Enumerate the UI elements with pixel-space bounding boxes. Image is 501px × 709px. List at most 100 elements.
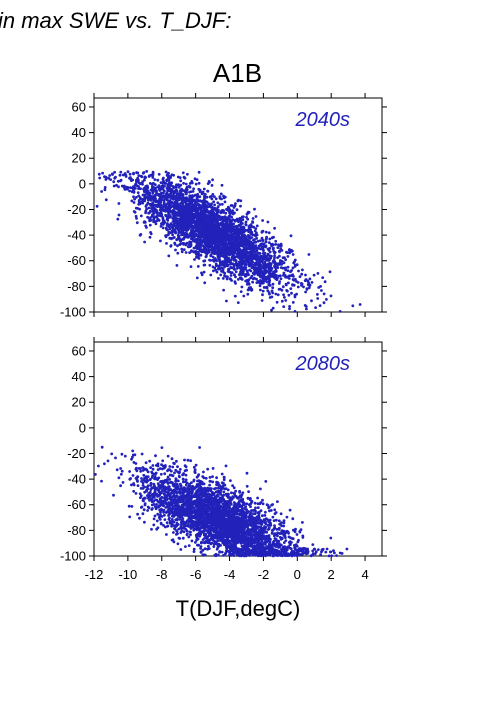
scatter-point <box>194 252 198 256</box>
scatter-point <box>328 270 332 274</box>
scatter-point <box>296 285 300 289</box>
scatter-point <box>194 182 198 186</box>
scatter-point <box>259 288 262 292</box>
scatter-point <box>307 253 311 256</box>
scatter-point <box>211 255 215 259</box>
scatter-point <box>255 259 259 263</box>
scatter-point <box>143 197 147 201</box>
scatter-point <box>188 211 191 215</box>
scatter-point <box>187 184 191 188</box>
scatter-point <box>113 170 116 174</box>
scatter-point <box>192 246 196 250</box>
scatter-point <box>226 225 230 229</box>
scatter-point <box>194 224 197 228</box>
scatter-point <box>206 467 210 471</box>
scatter-point <box>178 189 182 193</box>
scatter-point <box>166 219 170 222</box>
scatter-point <box>232 554 236 557</box>
scatter-point <box>151 507 154 510</box>
scatter-point <box>272 270 275 274</box>
scatter-point <box>232 262 236 266</box>
scatter-point <box>223 265 226 269</box>
scatter-point <box>208 258 211 262</box>
scatter-point <box>241 255 245 258</box>
scatter-point <box>149 218 153 222</box>
scatter-point <box>152 523 156 527</box>
scatter-point <box>282 293 285 297</box>
scatter-point <box>164 204 168 208</box>
scatter-point <box>288 251 291 255</box>
scatter-point <box>260 236 264 240</box>
scatter-point <box>213 243 217 247</box>
scatter-point <box>153 188 157 192</box>
scatter-point <box>216 251 220 255</box>
scatter-point <box>206 214 209 217</box>
scatter-point <box>235 267 239 270</box>
scatter-point <box>164 235 168 239</box>
scatter-point <box>177 231 181 235</box>
scatter-point <box>285 276 289 279</box>
scatter-point <box>251 260 254 264</box>
scatter-point <box>335 554 338 557</box>
scatter-point <box>211 193 215 196</box>
scatter-point <box>173 462 176 465</box>
scatter-point <box>206 189 210 193</box>
scatter-point <box>144 224 148 228</box>
y-tick-label: 60 <box>72 99 86 114</box>
scatter-point <box>240 260 244 264</box>
scatter-point <box>293 260 296 264</box>
scatter-point <box>261 229 265 233</box>
scatter-point <box>161 217 165 221</box>
scatter-point <box>123 187 127 191</box>
scatter-point <box>255 224 259 228</box>
scatter-point <box>194 207 198 211</box>
scatter-point <box>248 257 251 261</box>
scatter-point <box>291 283 295 287</box>
scatter-point <box>280 262 284 266</box>
scatter-point <box>182 222 186 225</box>
scatter-point <box>289 287 293 290</box>
y-tick-label: -40 <box>67 472 86 487</box>
scatter-point <box>161 226 165 230</box>
scatter-point <box>247 278 251 282</box>
scatter-point <box>151 170 155 174</box>
scatter-point <box>171 465 175 469</box>
scatter-point <box>223 274 226 278</box>
scatter-point <box>321 276 325 279</box>
scatter-point <box>192 232 196 236</box>
scatter-point <box>267 262 270 266</box>
scatter-point <box>279 277 283 281</box>
scatter-point <box>145 207 149 211</box>
scatter-point <box>209 221 212 225</box>
scatter-point <box>282 305 286 308</box>
scatter-point <box>259 242 263 246</box>
scatter-point <box>174 248 177 252</box>
scatter-point <box>175 211 178 215</box>
scatter-point <box>186 245 190 249</box>
scatter-point <box>177 196 181 199</box>
scatter-point <box>255 262 258 266</box>
scatter-point <box>116 217 120 221</box>
x-tick-label: -10 <box>118 567 137 582</box>
scatter-point <box>241 222 244 225</box>
scatter-point <box>182 176 186 179</box>
scatter-point <box>153 210 157 214</box>
scatter-point <box>266 275 270 278</box>
scatter-point <box>180 200 184 203</box>
scatter-point <box>155 215 159 219</box>
scatter-point <box>285 250 288 254</box>
scatter-point <box>332 549 335 553</box>
scatter-point <box>259 255 263 258</box>
scatter-point <box>252 225 256 229</box>
scatter-point <box>200 199 204 203</box>
scatter-point <box>197 254 201 258</box>
scatter-point <box>239 204 242 208</box>
y-tick-label: 0 <box>79 176 86 191</box>
scatter-point <box>193 219 197 223</box>
scatter-point <box>190 180 194 183</box>
scatter-point <box>233 204 237 208</box>
scatter-point <box>221 268 225 271</box>
scatter-point <box>128 189 132 193</box>
scatter-point <box>201 244 205 248</box>
